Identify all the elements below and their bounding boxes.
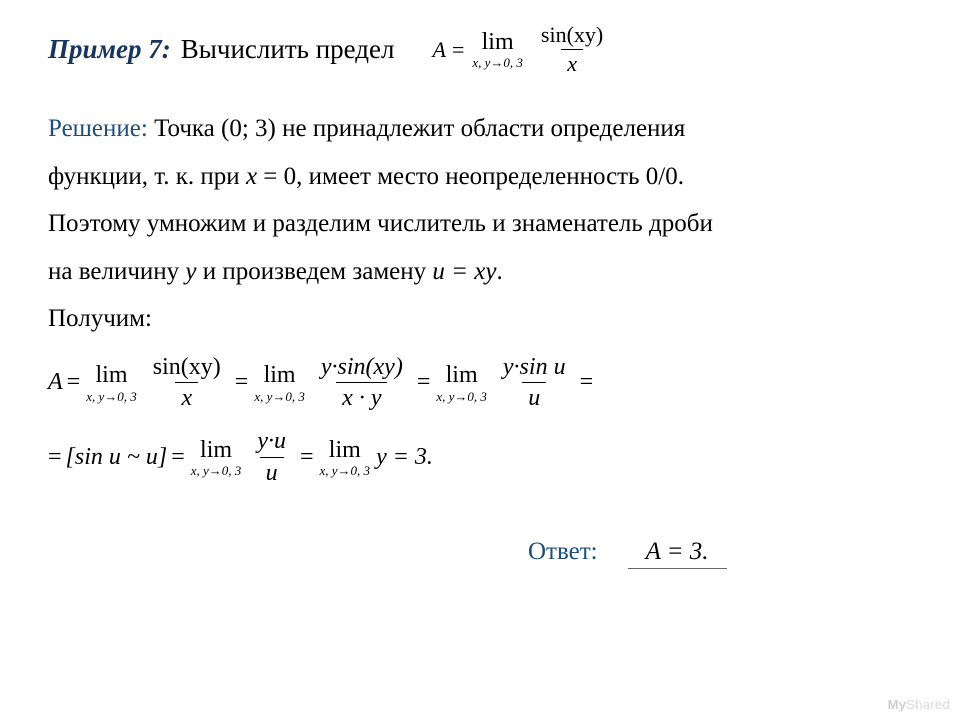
head-formula: A = lim x, y→0, 3 sin(xy) x xyxy=(432,22,613,77)
solution-text-1: Точка (0; 3) не принадлежит области опре… xyxy=(154,115,685,142)
solution-label: Решение: xyxy=(48,115,148,142)
derivation-row-2: = [sin u ~ u] = lim x, y→0, 3 y·u u = li… xyxy=(48,427,912,488)
solution-text-5: Получим: xyxy=(48,305,152,332)
derivation-block: A = lim x, y→0, 3 sin(xy) x = lim x, y→0… xyxy=(48,353,912,488)
var-y: у xyxy=(185,258,196,285)
derivation-row-1: A = lim x, y→0, 3 sin(xy) x = lim x, y→0… xyxy=(48,353,912,414)
solution-text-4a: на величину xyxy=(48,258,185,285)
task-text: Вычислить предел xyxy=(181,34,395,65)
answer-value: A = 3. xyxy=(628,538,727,569)
watermark-plain: Shared xyxy=(906,697,950,712)
answer-label: Ответ: xyxy=(528,538,598,566)
solution-text-2a: функции, т. к. при xyxy=(48,163,246,190)
solution-body: Решение: Точка (0; 3) не принадлежит обл… xyxy=(48,105,912,343)
var-x: х xyxy=(246,163,257,190)
substitution: u = xy xyxy=(432,258,496,285)
watermark-bold: My xyxy=(888,697,907,712)
solution-text-3: Поэтому умножим и разделим числитель и з… xyxy=(48,210,713,237)
solution-text-4c: . xyxy=(496,258,502,285)
watermark: MyShared xyxy=(888,697,950,712)
title-line: Пример 7: Вычислить предел A = lim x, y→… xyxy=(48,22,912,77)
solution-text-2b: = 0, имеет место неопределенность 0/0. xyxy=(257,163,684,190)
solution-text-4b: и произведем замену xyxy=(197,258,433,285)
answer-row: Ответ: A = 3. xyxy=(48,538,912,569)
example-label: Пример 7: xyxy=(48,34,171,65)
